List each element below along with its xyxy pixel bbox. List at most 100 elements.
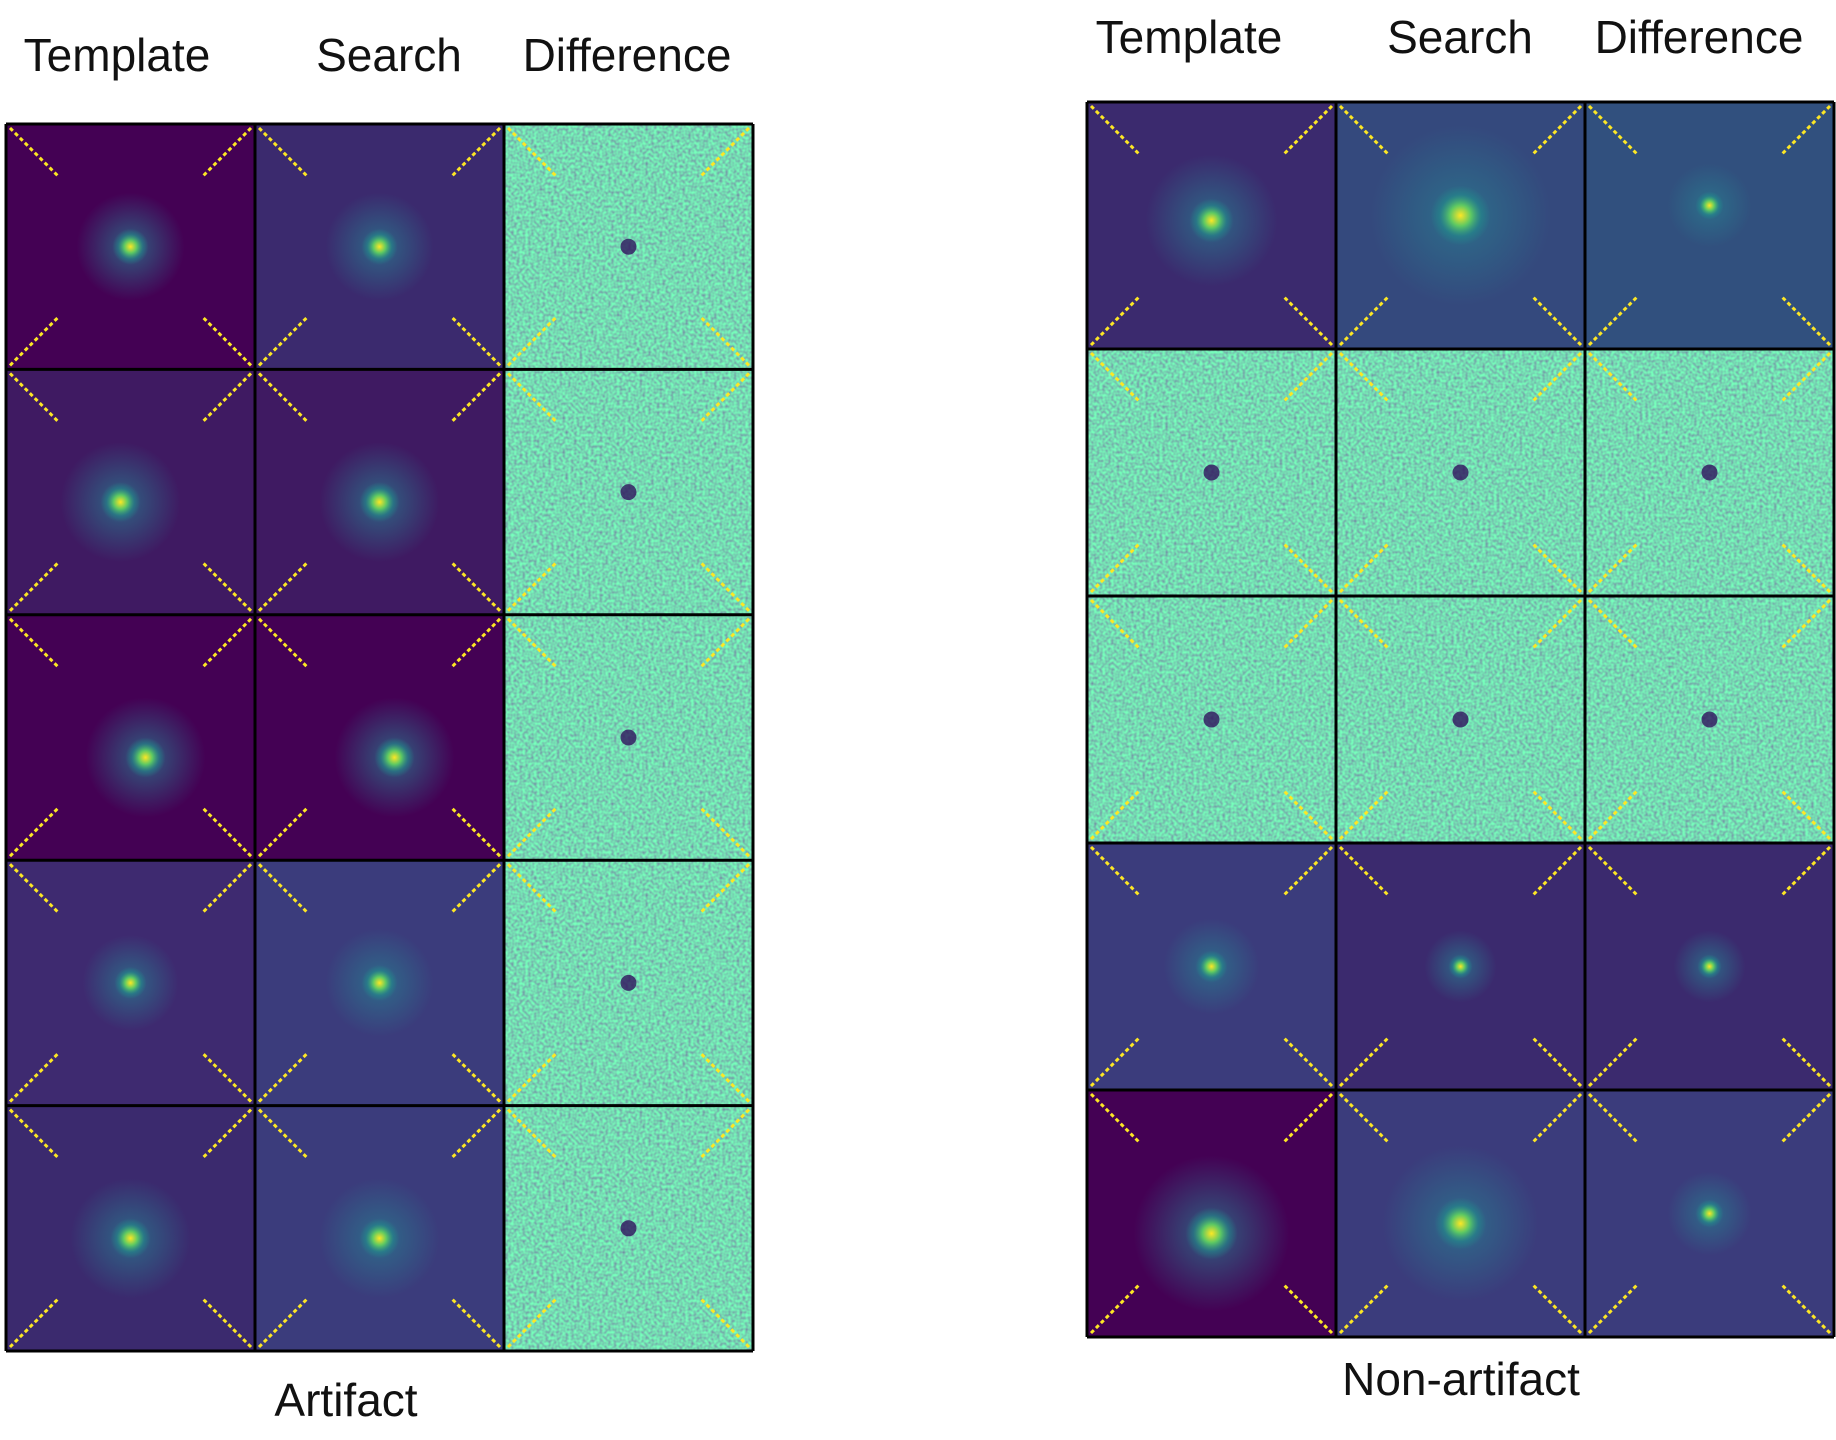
crosshair: [257, 863, 309, 914]
crosshair: [1338, 104, 1390, 156]
crosshair: [699, 863, 751, 914]
crosshair: [506, 1297, 558, 1349]
crosshair: [506, 316, 558, 367]
crosshair: [1780, 845, 1832, 897]
source: [125, 737, 166, 778]
residual: [620, 974, 637, 991]
crosshair: [257, 617, 309, 668]
crosshair: [201, 617, 253, 668]
crosshair: [1282, 1036, 1334, 1088]
residual: [620, 729, 637, 746]
crosshair: [1531, 789, 1583, 841]
crosshair: [1780, 1283, 1832, 1335]
crosshair: [1531, 351, 1583, 403]
crosshair: [8, 1108, 60, 1159]
crosshair: [257, 126, 309, 178]
column-header: Difference: [523, 29, 732, 81]
crosshair: [1531, 295, 1583, 347]
residual: [1701, 464, 1718, 481]
crosshair: [1780, 1092, 1832, 1144]
crosshair: [1587, 295, 1639, 347]
crosshair: [450, 316, 502, 367]
crosshair: [257, 1108, 309, 1159]
caption: Artifact: [274, 1374, 417, 1426]
crosshair: [506, 807, 558, 858]
column-header: Template: [1096, 11, 1283, 63]
crosshair: [1587, 598, 1639, 650]
crosshair: [1282, 598, 1334, 650]
crosshair: [450, 863, 502, 914]
source: [110, 1218, 151, 1259]
crosshair: [1089, 1036, 1141, 1088]
image-grid: [1085, 100, 1836, 1339]
crosshair: [506, 126, 558, 178]
crosshair: [699, 1108, 751, 1159]
residual: [620, 1220, 637, 1237]
crosshair: [699, 1052, 751, 1103]
crosshair: [1089, 1283, 1141, 1335]
crosshair: [201, 807, 253, 858]
crosshair: [506, 372, 558, 423]
crosshair: [506, 863, 558, 914]
residual: [1203, 711, 1220, 728]
crosshair: [1282, 1092, 1334, 1144]
crosshair: [201, 1297, 253, 1349]
residual: [1203, 464, 1220, 481]
source: [1448, 954, 1473, 979]
residual: [1452, 464, 1469, 481]
image-grid: [4, 122, 755, 1353]
crosshair: [1338, 845, 1390, 897]
crosshair: [1531, 542, 1583, 594]
source: [112, 228, 149, 265]
residual: [1452, 711, 1469, 728]
crosshair: [8, 1052, 60, 1103]
residual: [1701, 711, 1718, 728]
crosshair: [506, 1108, 558, 1159]
crosshair: [201, 1108, 253, 1159]
crosshair: [257, 316, 309, 367]
source: [1695, 191, 1724, 220]
crosshair: [1587, 104, 1639, 156]
crosshair: [1587, 845, 1639, 897]
crosshair: [1089, 845, 1141, 897]
crosshair: [257, 1297, 309, 1349]
crosshair: [8, 561, 60, 612]
crosshair: [1587, 542, 1639, 594]
crosshair: [1089, 1092, 1141, 1144]
crosshair: [450, 1297, 502, 1349]
crosshair: [506, 561, 558, 612]
crosshair: [1531, 1092, 1583, 1144]
crosshair: [1587, 1283, 1639, 1335]
source: [359, 482, 400, 523]
crosshair: [699, 316, 751, 367]
crosshair: [1089, 104, 1141, 156]
crosshair: [201, 126, 253, 178]
crosshair: [1780, 104, 1832, 156]
crosshair: [699, 126, 751, 178]
source: [114, 966, 147, 999]
crosshair: [450, 1052, 502, 1103]
crosshair: [1780, 351, 1832, 403]
residual: [620, 238, 637, 255]
crosshair: [257, 1052, 309, 1103]
column-header: Template: [24, 29, 211, 81]
column-header: Search: [1387, 11, 1533, 63]
crosshair: [699, 617, 751, 668]
crosshair: [257, 561, 309, 612]
source: [374, 737, 415, 778]
crosshair: [506, 617, 558, 668]
source: [1434, 1197, 1487, 1250]
crosshair: [1282, 845, 1334, 897]
crosshair: [201, 372, 253, 423]
source: [1189, 198, 1234, 243]
source: [361, 228, 398, 265]
crosshair: [1282, 1283, 1334, 1335]
crosshair: [201, 561, 253, 612]
crosshair: [257, 372, 309, 423]
crosshair: [1338, 295, 1390, 347]
crosshair: [1089, 295, 1141, 347]
crosshair: [201, 1052, 253, 1103]
source: [1697, 954, 1722, 979]
crosshair: [1587, 1036, 1639, 1088]
crosshair: [1338, 351, 1390, 403]
